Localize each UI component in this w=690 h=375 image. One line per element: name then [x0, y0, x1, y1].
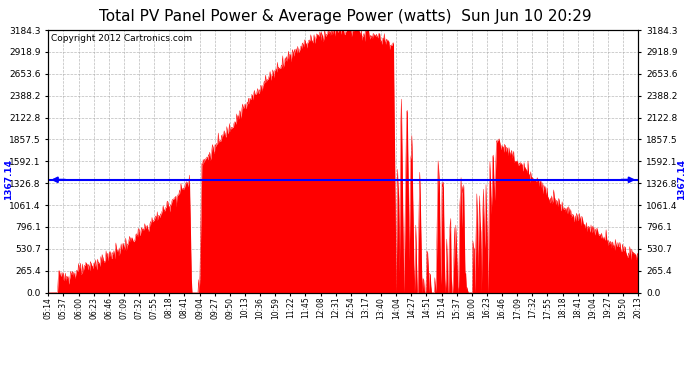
Text: 1367.14: 1367.14: [3, 159, 13, 200]
Text: Total PV Panel Power & Average Power (watts)  Sun Jun 10 20:29: Total PV Panel Power & Average Power (wa…: [99, 9, 591, 24]
Text: Copyright 2012 Cartronics.com: Copyright 2012 Cartronics.com: [51, 34, 193, 43]
Text: 1367.14: 1367.14: [677, 159, 687, 200]
